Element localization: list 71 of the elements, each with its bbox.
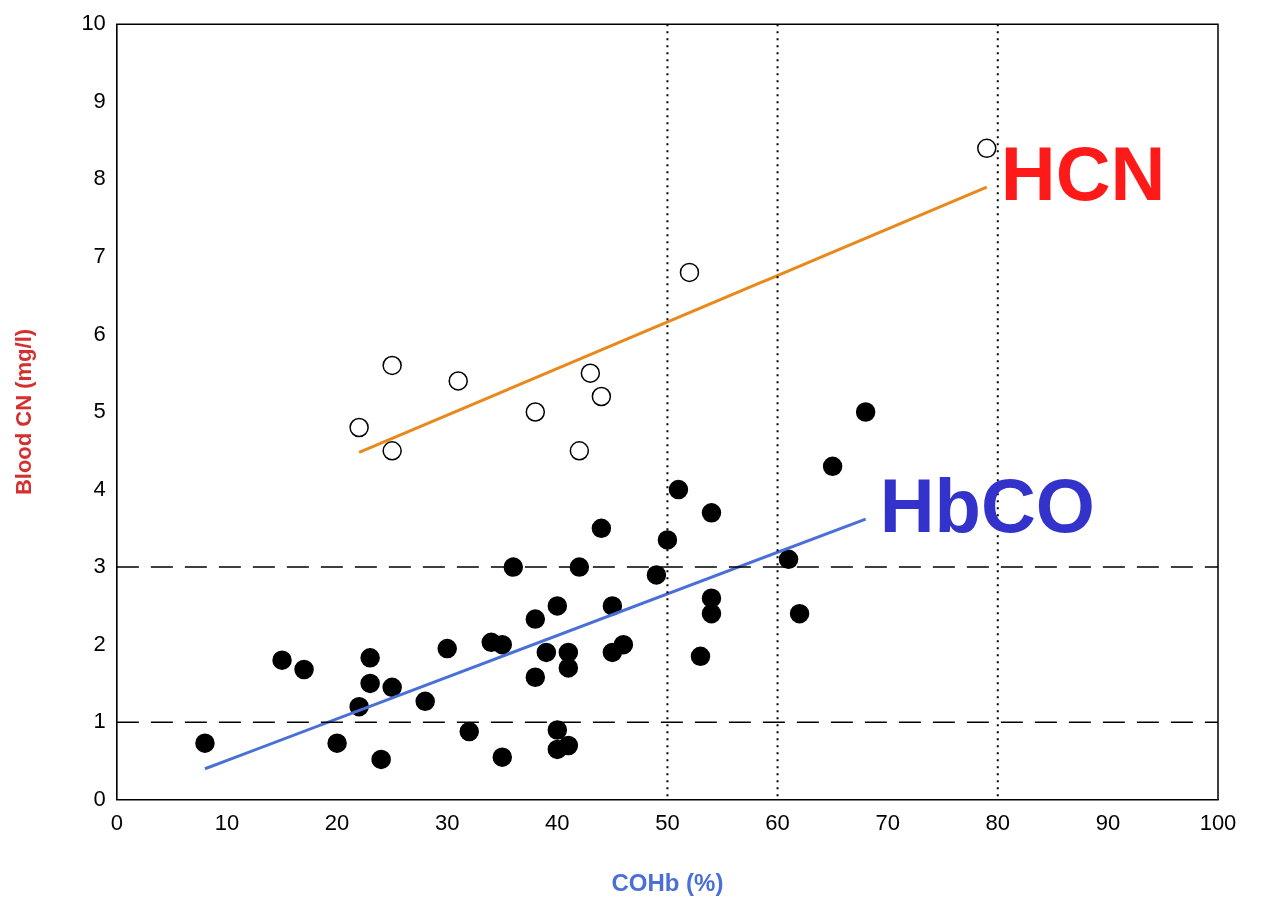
point (690, 646, 711, 667)
point (591, 518, 612, 539)
x-tick-label: 80 (985, 810, 1011, 836)
x-tick-label: 90 (1095, 810, 1121, 836)
annotation: HbCO (879, 462, 1095, 548)
point (525, 402, 546, 422)
y-axis-title: Blood CN (mg/l) (11, 328, 37, 496)
point (294, 659, 314, 680)
point (272, 650, 292, 670)
y-tick-label: 1 (93, 708, 106, 734)
point (668, 479, 689, 500)
x-tick-label: 30 (434, 810, 460, 836)
point (349, 417, 369, 438)
point (613, 634, 634, 655)
point (195, 733, 215, 753)
y-tick-label: 0 (93, 785, 106, 811)
point (646, 565, 667, 585)
point (448, 371, 468, 391)
y-tick-label: 2 (93, 630, 106, 656)
x-tick-label: 50 (655, 810, 680, 836)
point (591, 386, 612, 407)
point (580, 363, 601, 383)
x-tick-label: 10 (214, 810, 240, 836)
x-tick-label: 0 (110, 810, 123, 836)
point (569, 557, 590, 577)
x-tick-label: 40 (545, 810, 570, 836)
point (382, 677, 402, 698)
y-tick-label: 8 (93, 165, 106, 191)
point (492, 747, 513, 767)
point (602, 596, 623, 616)
point (657, 530, 678, 550)
y-tick-label: 5 (93, 398, 106, 424)
x-tick-label: 100 (1199, 810, 1237, 836)
x-tick-label: 60 (765, 810, 790, 836)
y-tick-label: 6 (93, 320, 106, 346)
y-tick-label: 10 (81, 10, 106, 36)
y-tick-label: 7 (93, 242, 106, 268)
point (371, 749, 391, 770)
point (855, 402, 876, 422)
point (558, 735, 579, 756)
point (679, 262, 700, 283)
point (569, 441, 590, 461)
x-tick-label: 20 (324, 810, 350, 836)
point (492, 634, 513, 655)
point (415, 691, 435, 712)
point (558, 658, 579, 678)
y-tick-label: 4 (93, 475, 106, 501)
point (382, 355, 402, 376)
point (547, 720, 568, 740)
point (525, 667, 546, 688)
point (437, 638, 457, 659)
point (503, 557, 524, 577)
point (701, 503, 722, 523)
point (536, 642, 557, 663)
point (459, 721, 479, 742)
point (360, 673, 380, 694)
annotation: HCN (1000, 131, 1166, 217)
point (701, 603, 722, 624)
point (382, 441, 402, 461)
point (789, 603, 810, 624)
y-tick-label: 9 (93, 87, 106, 113)
point (327, 733, 347, 753)
point (525, 609, 546, 629)
point (977, 138, 997, 159)
point (547, 596, 568, 616)
point (822, 456, 843, 477)
x-tick-label: 70 (875, 810, 900, 836)
y-tick-label: 3 (93, 553, 106, 579)
point (360, 648, 380, 668)
x-axis-title: COHb (%) (611, 869, 724, 897)
point (778, 549, 799, 570)
